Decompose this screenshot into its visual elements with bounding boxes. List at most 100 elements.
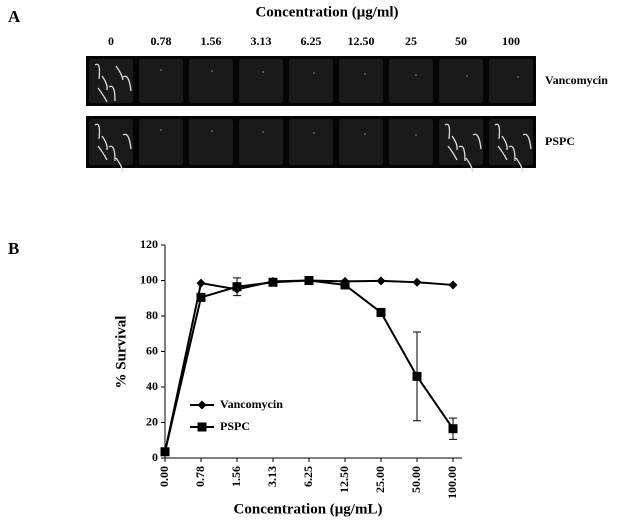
marker — [197, 422, 207, 432]
worm — [501, 135, 508, 151]
y-tick-label: 100 — [140, 272, 158, 286]
speck — [517, 76, 519, 78]
marker — [448, 280, 458, 290]
well — [389, 59, 433, 103]
marker — [412, 277, 422, 287]
speck — [211, 130, 213, 132]
well — [289, 119, 333, 165]
x-tick-label: 3.13 — [265, 466, 279, 487]
x-tick-label: 1.56 — [229, 466, 243, 487]
well — [389, 119, 433, 165]
y-tick-label: 120 — [140, 237, 158, 251]
speck — [262, 71, 264, 73]
worm — [108, 145, 116, 162]
speck — [364, 73, 366, 75]
worm — [94, 63, 101, 80]
y-tick-label: 20 — [146, 414, 158, 428]
worm — [472, 133, 482, 150]
well — [89, 119, 133, 165]
panel-title: Concentration (μg/ml) — [255, 4, 398, 20]
y-tick-label: 80 — [146, 308, 158, 322]
worm — [458, 145, 466, 162]
panel-label: B — [8, 239, 19, 258]
well — [489, 59, 533, 103]
worm — [508, 145, 516, 162]
column-label: 0 — [108, 34, 114, 48]
x-tick-label: 6.25 — [301, 466, 315, 487]
marker — [196, 292, 206, 302]
worm — [122, 133, 132, 150]
worm — [465, 157, 474, 173]
well — [489, 119, 533, 165]
x-tick-label: 25.00 — [373, 466, 387, 493]
marker — [340, 280, 350, 290]
marker — [160, 447, 170, 457]
well — [439, 119, 483, 165]
x-tick-label: 100.00 — [445, 466, 459, 499]
well — [189, 59, 233, 103]
well — [339, 59, 383, 103]
column-label: 0.78 — [151, 34, 172, 48]
marker — [412, 371, 422, 381]
column-label: 25 — [405, 34, 417, 48]
marker — [232, 282, 242, 292]
marker — [376, 307, 386, 317]
speck — [364, 133, 366, 135]
worm — [497, 145, 508, 161]
column-label: 50 — [455, 34, 467, 48]
x-tick-label: 12.50 — [337, 466, 351, 493]
well — [239, 119, 283, 165]
well — [289, 59, 333, 103]
row-label: PSPC — [545, 134, 575, 148]
worm — [115, 65, 124, 81]
y-axis-title: % Survival — [113, 316, 129, 389]
worm — [101, 75, 108, 91]
worm — [97, 87, 108, 103]
well — [139, 119, 183, 165]
marker — [196, 278, 206, 288]
x-tick-label: 50.00 — [409, 466, 423, 493]
well — [439, 59, 483, 103]
worm — [97, 145, 108, 161]
worm — [108, 85, 116, 102]
well — [239, 59, 283, 103]
worm — [101, 135, 108, 151]
worm — [122, 75, 132, 92]
y-tick-label: 60 — [146, 343, 158, 357]
column-label: 6.25 — [301, 34, 322, 48]
marker — [448, 424, 458, 434]
speck — [415, 134, 417, 136]
speck — [160, 69, 162, 71]
well — [339, 119, 383, 165]
speck — [262, 131, 264, 133]
well — [189, 119, 233, 165]
marker — [304, 276, 314, 285]
worm — [115, 157, 124, 173]
speck — [160, 129, 162, 131]
y-tick-label: 40 — [146, 379, 158, 393]
image-strips — [86, 56, 536, 173]
speck — [313, 132, 315, 134]
speck — [211, 70, 213, 72]
worm — [444, 123, 451, 140]
row-label: Vancomycin — [545, 73, 608, 87]
x-tick-label: 0.78 — [193, 466, 207, 487]
well — [89, 59, 133, 103]
worm — [447, 145, 458, 161]
marker — [376, 276, 386, 286]
speck — [415, 74, 417, 76]
column-label: 100 — [502, 34, 520, 48]
marker — [197, 400, 207, 410]
worm — [94, 123, 101, 140]
legend-label: PSPC — [220, 419, 250, 433]
x-tick-label: 0.00 — [157, 466, 171, 487]
column-label: 12.50 — [348, 34, 375, 48]
marker — [268, 277, 278, 287]
x-axis-title: Concentration (μg/mL) — [234, 501, 383, 517]
y-tick-label: 0 — [152, 450, 158, 464]
well — [139, 59, 183, 103]
worm — [494, 123, 501, 140]
speck — [313, 72, 315, 74]
column-label: 3.13 — [251, 34, 272, 48]
